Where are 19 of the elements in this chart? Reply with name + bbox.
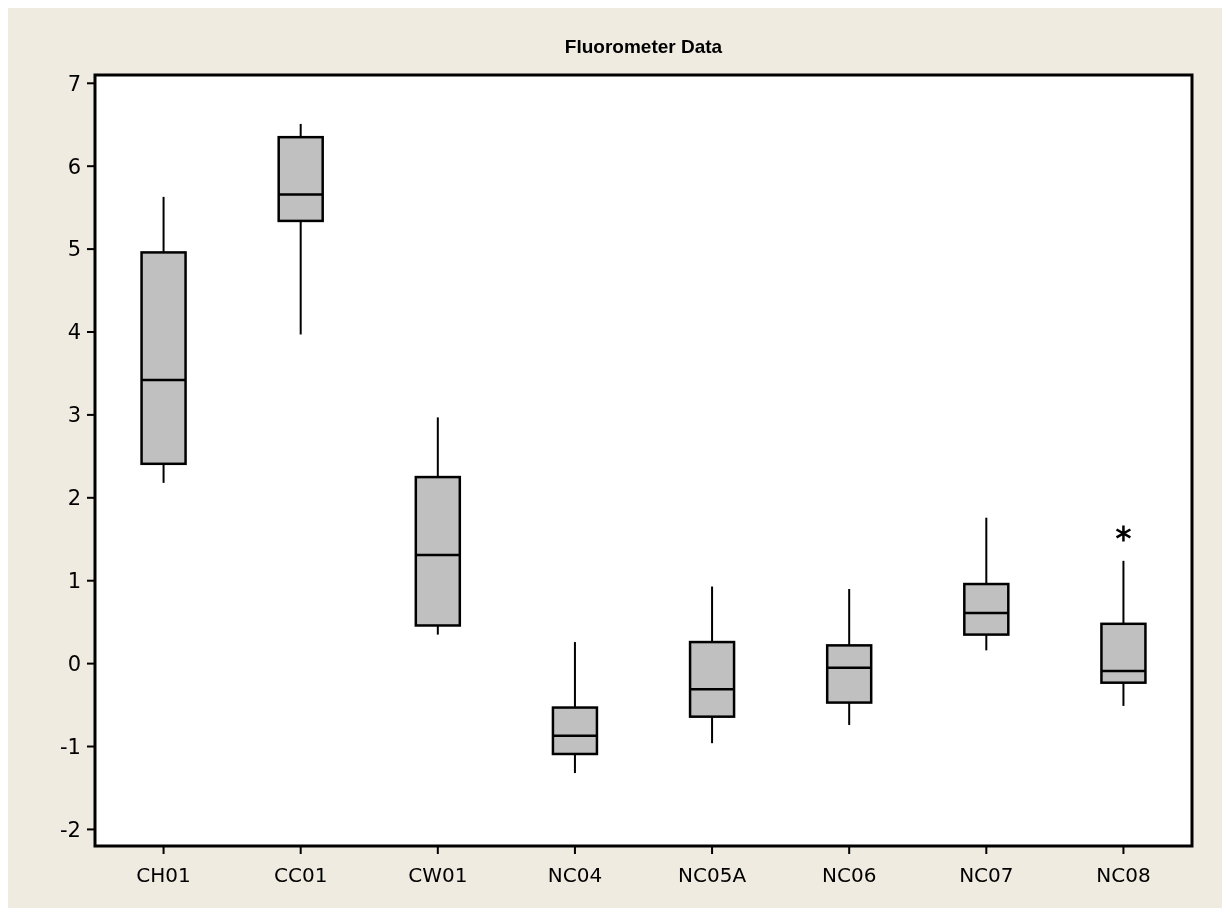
- y-tick-label: 0: [67, 651, 81, 676]
- x-tick-label: NC06: [822, 863, 877, 887]
- x-tick-label: CH01: [136, 863, 191, 887]
- chart-title: Fluorometer Data: [564, 36, 723, 57]
- y-tick-label: -1: [60, 734, 81, 759]
- y-tick-label: -2: [60, 817, 81, 842]
- y-tick-label: 1: [67, 569, 81, 594]
- x-tick-label: NC07: [959, 863, 1014, 887]
- x-tick-label: NC08: [1096, 863, 1151, 887]
- y-tick-label: 4: [67, 320, 81, 345]
- x-tick-label: CW01: [408, 863, 468, 887]
- y-tick-label: 2: [67, 486, 81, 511]
- y-tick-label: 7: [67, 71, 81, 96]
- y-tick-label: 3: [67, 403, 81, 428]
- y-tick-label: 6: [67, 154, 81, 179]
- x-tick-label: CC01: [273, 863, 328, 887]
- x-tick-label: NC04: [547, 863, 603, 887]
- y-tick-label: 5: [67, 237, 81, 262]
- x-tick-label: NC05A: [678, 863, 747, 887]
